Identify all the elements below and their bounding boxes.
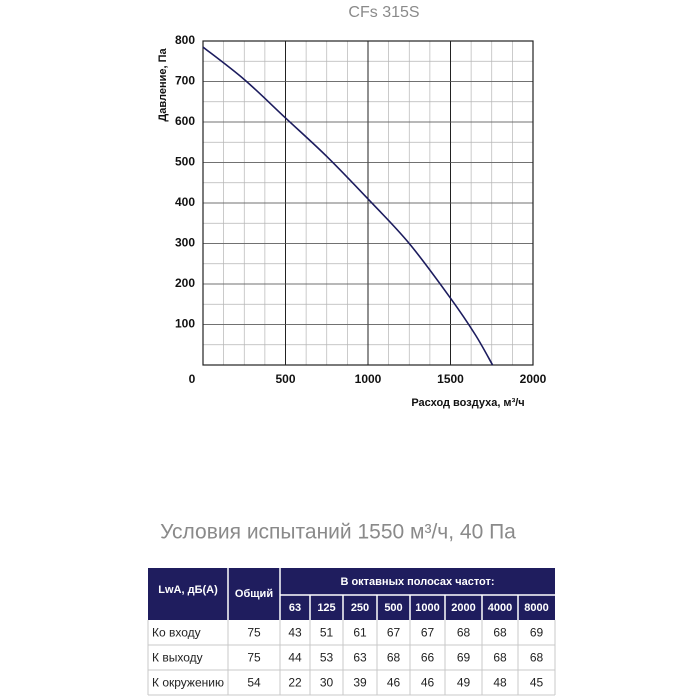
table-title: Условия испытаний 1550 м³/ч, 40 Па <box>160 521 516 544</box>
cell: 67 <box>421 626 435 640</box>
header-cell: 1000 <box>415 602 439 614</box>
header-cell: 250 <box>351 602 369 614</box>
y-tick-label: 700 <box>175 74 195 88</box>
header-cell: 4000 <box>488 602 512 614</box>
cell: 61 <box>353 626 367 640</box>
cell: 46 <box>387 676 401 690</box>
cell: 68 <box>493 651 507 665</box>
cell: 22 <box>288 676 302 690</box>
cell: 30 <box>320 676 334 690</box>
cell: 43 <box>288 626 302 640</box>
cell: 67 <box>387 626 401 640</box>
curve <box>202 46 494 366</box>
cell: 68 <box>530 651 544 665</box>
y-tick-label: 300 <box>175 236 195 250</box>
cell: 49 <box>457 676 471 690</box>
y-tick-label: 600 <box>175 114 195 128</box>
header-cell: 2000 <box>451 602 475 614</box>
header-cell: 8000 <box>524 602 548 614</box>
x-tick-label: 500 <box>275 372 295 386</box>
cell: 68 <box>387 651 401 665</box>
x-axis-label: Расход воздуха, м³/ч <box>411 397 524 409</box>
y-tick-label: 400 <box>175 195 195 209</box>
y-tick-label: 100 <box>175 317 195 331</box>
cell: 75 <box>247 626 261 640</box>
cell: 68 <box>493 626 507 640</box>
cell: 53 <box>320 651 334 665</box>
cell: 39 <box>353 676 367 690</box>
y-tick-label: 200 <box>175 276 195 290</box>
cell: 66 <box>421 651 435 665</box>
cell: 54 <box>247 676 261 690</box>
cell: 63 <box>353 651 367 665</box>
y-tick-label: 800 <box>175 33 195 47</box>
header-cell: 125 <box>317 602 335 614</box>
chart-title: CFs 315S <box>348 4 419 21</box>
cell: 75 <box>247 651 261 665</box>
cell: 69 <box>530 626 544 640</box>
y-axis-label: Давление, Па <box>157 48 169 122</box>
row-name: К окружению <box>152 676 224 690</box>
x-tick-label: 1500 <box>437 372 464 386</box>
cell: 48 <box>493 676 507 690</box>
cell: 68 <box>457 626 471 640</box>
y-tick-label: 500 <box>175 155 195 169</box>
x-tick-label: 2000 <box>520 372 547 386</box>
header-cell: Общий <box>235 588 273 600</box>
x-tick-label: 0 <box>189 372 196 386</box>
header-cell: 63 <box>289 602 301 614</box>
row-name: К выходу <box>152 651 203 665</box>
cell: 46 <box>421 676 435 690</box>
x-tick-label: 1000 <box>355 372 382 386</box>
table-header <box>148 568 555 620</box>
cell: 44 <box>288 651 302 665</box>
cell: 69 <box>457 651 471 665</box>
header-cell: В октавных полосах частот: <box>340 576 494 588</box>
row-name: Ко входу <box>152 626 201 640</box>
cell: 45 <box>530 676 544 690</box>
header-cell: LwA, дБ(А) <box>158 584 218 596</box>
plot-frame <box>202 40 534 366</box>
cell: 51 <box>320 626 334 640</box>
header-cell: 500 <box>384 602 402 614</box>
